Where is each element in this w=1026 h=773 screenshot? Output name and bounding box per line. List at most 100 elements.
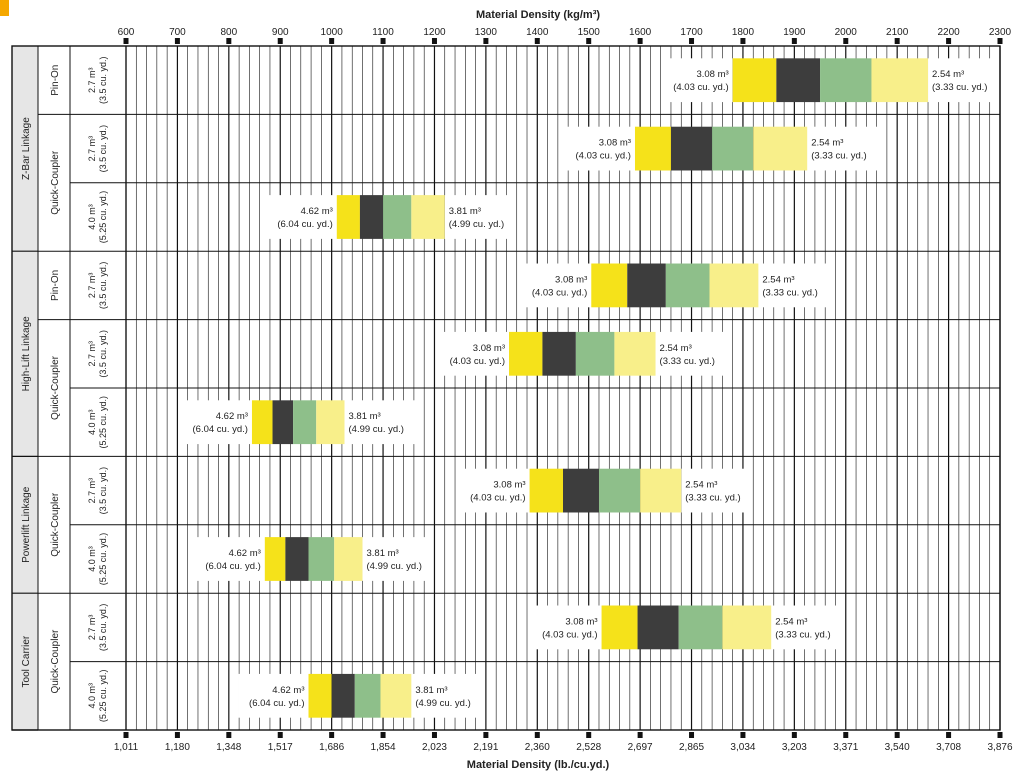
bottom-tick-label: 2,697 — [628, 742, 653, 753]
top-tick-mark — [689, 38, 695, 44]
bottom-tick-mark — [226, 732, 232, 738]
bucket-size-line: 2.7 m³ — [87, 341, 97, 367]
top-tick-label: 1100 — [372, 27, 394, 38]
bucket-size-line: 4.0 m³ — [87, 204, 97, 230]
attachment-label: Quick-Coupler — [50, 492, 61, 557]
bar-segment — [871, 58, 929, 103]
bottom-tick-label: 1,854 — [371, 742, 396, 753]
bottom-tick-label: 3,371 — [833, 742, 858, 753]
bucket-size-line: 2.7 m³ — [87, 478, 97, 504]
left-capacity-label: 4.62 m³ — [216, 411, 248, 422]
left-capacity-label: 3.08 m³ — [696, 69, 728, 80]
attachment-label: Quick-Coupler — [50, 629, 61, 694]
top-tick-label: 1700 — [680, 27, 703, 38]
top-tick-label: 1200 — [423, 27, 446, 38]
bar-segment — [285, 537, 309, 581]
top-tick-label: 1500 — [578, 27, 601, 38]
left-capacity-label: 3.08 m³ — [473, 343, 505, 354]
top-tick-label: 700 — [169, 27, 186, 38]
bar-segment — [316, 400, 345, 445]
bar-segment — [331, 673, 355, 718]
bucket-size-line: 2.7 m³ — [87, 273, 97, 299]
top-tick-mark — [483, 38, 489, 44]
right-label-bg — [807, 126, 878, 171]
bucket-size-label: 2.7 m³(3.5 cu. yd.) — [87, 330, 108, 378]
bucket-size-label: 2.7 m³(3.5 cu. yd.) — [87, 56, 108, 104]
top-tick-mark — [431, 38, 437, 44]
right-capacity-sub: (3.33 cu. yd.) — [811, 151, 866, 162]
bucket-size-line: 2.7 m³ — [87, 136, 97, 162]
bottom-tick-mark — [123, 732, 129, 738]
bar-segment — [709, 263, 759, 308]
right-capacity-sub: (3.33 cu. yd.) — [660, 356, 715, 367]
bottom-tick-mark — [329, 732, 335, 738]
bottom-tick-mark — [534, 732, 540, 738]
left-label-bg — [531, 605, 602, 650]
right-capacity-label: 2.54 m³ — [685, 480, 717, 491]
left-capacity-sub: (6.04 cu. yd.) — [205, 561, 260, 572]
bucket-size-label: 2.7 m³(3.5 cu. yd.) — [87, 467, 108, 515]
bucket-size-label: 2.7 m³(3.5 cu. yd.) — [87, 604, 108, 652]
top-tick-label: 2300 — [989, 27, 1012, 38]
bottom-tick-mark — [689, 732, 695, 738]
left-capacity-sub: (4.03 cu. yd.) — [532, 287, 587, 298]
bar-segment — [637, 605, 679, 650]
bucket-size-line: (3.5 cu. yd.) — [98, 262, 108, 310]
bucket-size-line: (3.5 cu. yd.) — [98, 604, 108, 652]
left-capacity-label: 4.62 m³ — [272, 685, 304, 696]
bottom-tick-label: 3,708 — [936, 742, 961, 753]
bottom-tick-label: 1,686 — [319, 742, 344, 753]
bucket-size-label: 4.0 m³(5.25 cu. yd.) — [87, 533, 108, 586]
top-tick-label: 1900 — [783, 27, 806, 38]
bar-segment — [308, 537, 335, 581]
bottom-tick-mark — [586, 732, 592, 738]
bottom-tick-mark — [277, 732, 283, 738]
right-capacity-sub: (4.99 cu. yd.) — [349, 424, 404, 435]
bar-segment — [380, 673, 412, 718]
right-capacity-label: 2.54 m³ — [932, 69, 964, 80]
left-label-bg — [238, 673, 309, 718]
bar-segment — [722, 605, 772, 650]
bar-segment — [627, 263, 666, 308]
bucket-size-line: (5.25 cu. yd.) — [98, 191, 108, 244]
right-label-bg — [681, 468, 752, 513]
top-tick-label: 900 — [272, 27, 289, 38]
bar-segment — [354, 673, 381, 718]
bar-segment — [678, 605, 723, 650]
bottom-tick-mark — [894, 732, 900, 738]
right-capacity-sub: (4.99 cu. yd.) — [449, 219, 504, 230]
right-label-bg — [771, 605, 842, 650]
top-tick-mark — [637, 38, 643, 44]
top-tick-mark — [791, 38, 797, 44]
bar-segment — [640, 468, 682, 513]
right-label-bg — [655, 331, 726, 376]
left-label-bg — [439, 331, 510, 376]
left-label-bg — [459, 468, 530, 513]
left-capacity-label: 4.62 m³ — [229, 548, 261, 559]
left-capacity-sub: (4.03 cu. yd.) — [450, 356, 505, 367]
top-tick-mark — [534, 38, 540, 44]
top-tick-label: 1000 — [321, 27, 344, 38]
top-tick-label: 2100 — [886, 27, 909, 38]
right-capacity-label: 2.54 m³ — [762, 274, 794, 285]
left-capacity-sub: (4.03 cu. yd.) — [673, 82, 728, 93]
bucket-size-label: 2.7 m³(3.5 cu. yd.) — [87, 125, 108, 173]
bottom-tick-mark — [997, 732, 1003, 738]
right-capacity-sub: (4.99 cu. yd.) — [366, 561, 421, 572]
right-capacity-sub: (3.33 cu. yd.) — [762, 287, 817, 298]
top-tick-label: 800 — [220, 27, 237, 38]
right-label-bg — [411, 673, 482, 718]
right-capacity-label: 2.54 m³ — [660, 343, 692, 354]
left-capacity-sub: (4.03 cu. yd.) — [542, 629, 597, 640]
bucket-size-label: 2.7 m³(3.5 cu. yd.) — [87, 262, 108, 310]
bottom-tick-label: 3,540 — [885, 742, 910, 753]
corner-accent — [0, 0, 9, 16]
bottom-tick-label: 2,191 — [473, 742, 498, 753]
bottom-tick-mark — [791, 732, 797, 738]
bottom-tick-label: 2,865 — [679, 742, 704, 753]
right-capacity-sub: (3.33 cu. yd.) — [775, 629, 830, 640]
bar-segment — [820, 58, 872, 103]
top-tick-label: 2200 — [937, 27, 960, 38]
bucket-size-line: (5.25 cu. yd.) — [98, 396, 108, 449]
